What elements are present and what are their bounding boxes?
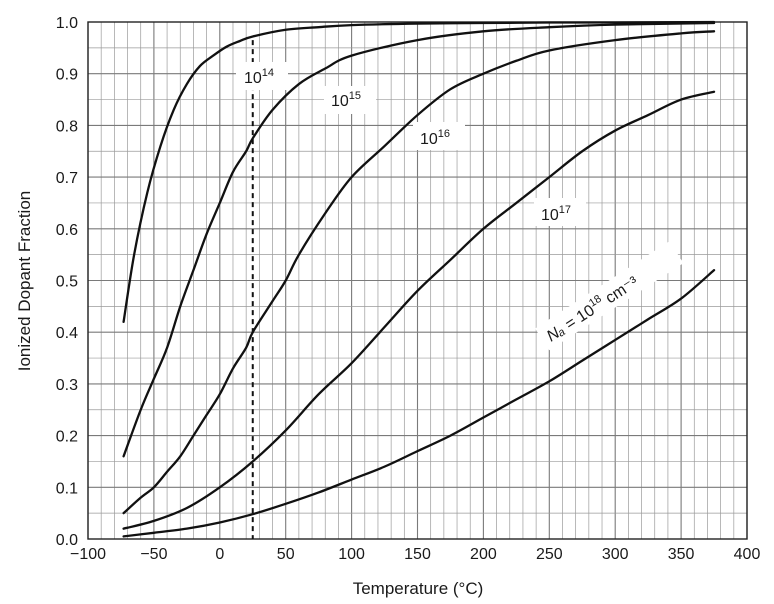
curve-label-text: 1015 — [331, 90, 361, 110]
y-tick-label: 1.0 — [56, 15, 78, 32]
x-tick-label: 0 — [215, 546, 224, 563]
y-tick-label: 0.3 — [56, 377, 78, 394]
curve-label-background — [534, 198, 586, 226]
y-axis-label: Ionized Dopant Fraction — [15, 191, 34, 372]
y-tick-label: 0.4 — [56, 325, 78, 342]
chart-curves — [122, 20, 716, 538]
curve-label-16: 1016 — [413, 122, 465, 150]
curve-label-background — [535, 241, 684, 351]
curve-label-background — [413, 122, 465, 150]
curve-label-base: 10 — [331, 93, 349, 110]
curve-label-base: 10 — [420, 131, 438, 148]
curve-label-base: 10 — [541, 207, 559, 224]
curve-label-text: Nₐ = 1018 cm⁻³ — [542, 271, 642, 345]
y-tick-label: 0.8 — [56, 118, 78, 135]
curve-label-text: 1016 — [420, 128, 450, 148]
x-tick-label: 300 — [602, 546, 629, 563]
curve-label-background — [324, 86, 376, 114]
curve-label-exponent: 14 — [262, 67, 274, 79]
x-tick-label: −50 — [140, 546, 167, 563]
x-tick-label: 350 — [668, 546, 695, 563]
x-tick-label: 150 — [404, 546, 431, 563]
curve-label-18: Nₐ = 1018 cm⁻³ — [535, 241, 684, 351]
chart-tick-labels: −100 −50 0 50 100 150 200 250 300 350 400 0.0 0.1 0.2… — [56, 15, 761, 563]
curve-label-exponent: 16 — [438, 128, 450, 140]
y-tick-label: 0.5 — [56, 274, 78, 291]
curve-label-17: 1017 — [534, 198, 586, 226]
curve-label-text: 1014 — [244, 67, 274, 87]
y-tick-label: 0.0 — [56, 532, 78, 549]
y-tick-label: 0.6 — [56, 222, 78, 239]
curve-label-15: 1015 — [324, 86, 376, 114]
x-tick-label: 400 — [734, 546, 761, 563]
plot-frame — [87, 21, 748, 540]
series-line-18 — [122, 269, 716, 538]
series-line-17 — [122, 90, 716, 530]
series-line-15 — [122, 21, 716, 458]
y-tick-label: 0.9 — [56, 67, 78, 84]
series-line-16 — [122, 30, 716, 515]
chart-grid — [87, 21, 748, 540]
y-tick-label: 0.2 — [56, 429, 78, 446]
x-tick-label: −100 — [70, 546, 106, 563]
x-tick-label: 50 — [277, 546, 295, 563]
y-tick-label: 0.1 — [56, 480, 78, 497]
curve-label-text: 1017 — [541, 204, 571, 224]
x-tick-label: 250 — [536, 546, 563, 563]
x-axis-label: Temperature (°C) — [353, 579, 484, 598]
curve-label-14: 1014 — [236, 62, 288, 90]
curve-label-background — [236, 62, 288, 90]
y-tick-label: 0.7 — [56, 170, 78, 187]
x-tick-label: 200 — [470, 546, 497, 563]
curve-label-exponent: 15 — [349, 90, 361, 102]
x-tick-label: 100 — [338, 546, 365, 563]
curve-label-exponent: 18 — [587, 293, 604, 310]
curve-label-exponent: 17 — [559, 204, 571, 216]
curve-label-base: 10 — [244, 70, 262, 87]
series-line-14 — [122, 20, 716, 324]
